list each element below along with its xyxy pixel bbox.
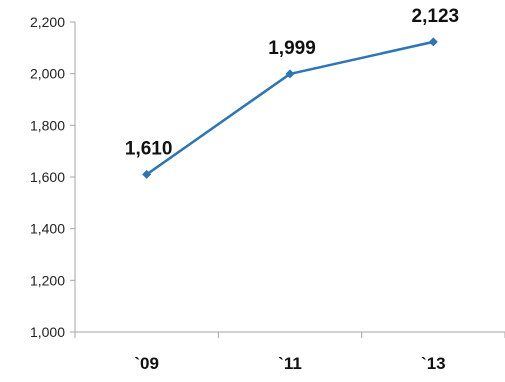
x-axis: `09 `11 `13	[74, 331, 505, 373]
data-value-label: 1,999	[268, 38, 316, 59]
x-tick-label: `13	[421, 354, 446, 373]
x-tick-label: `09	[134, 354, 159, 373]
y-axis: 1,000 1,200 1,400 1,600 1,800 2,000 2,200	[30, 14, 76, 340]
data-point-marker	[285, 69, 295, 79]
y-tick-label: 1,000	[30, 324, 65, 340]
x-tick-label: `11	[278, 354, 302, 373]
data-labels: 1,610 1,999 2,123	[125, 6, 459, 160]
data-value-label: 2,123	[412, 6, 460, 27]
y-tick-label: 1,600	[30, 169, 65, 185]
y-tick-label: 1,800	[30, 117, 65, 133]
data-value-label: 1,610	[125, 138, 173, 159]
y-tick-label: 2,000	[30, 66, 65, 82]
series-group	[142, 37, 438, 179]
data-point-marker	[142, 169, 152, 179]
series-line	[145, 40, 435, 176]
y-tick-label: 1,200	[30, 272, 65, 288]
y-tick-label: 1,400	[30, 221, 65, 237]
y-tick-label: 2,200	[30, 14, 65, 30]
data-point-marker	[428, 37, 438, 47]
